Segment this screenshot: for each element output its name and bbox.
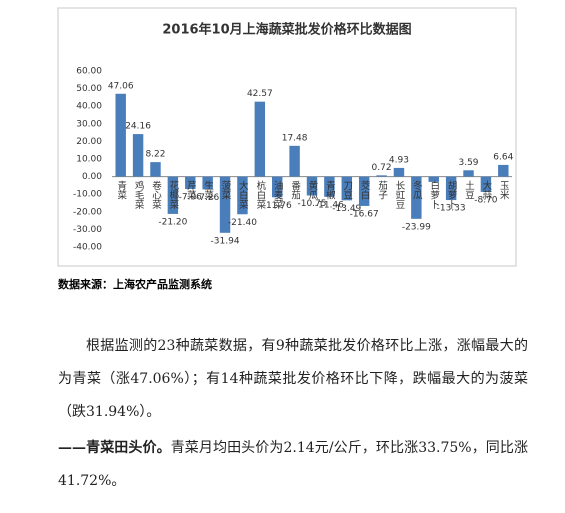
value-label: 3.59 bbox=[458, 158, 478, 168]
bar bbox=[185, 176, 196, 190]
bar bbox=[306, 176, 318, 196]
x-tick-label: 卷心菜 bbox=[150, 180, 162, 210]
x-tick-label: 土豆 bbox=[463, 180, 475, 200]
y-tick-label: 50.00 bbox=[76, 84, 102, 94]
value-label: 6.64 bbox=[493, 152, 513, 162]
value-label: -13.49 bbox=[332, 204, 361, 214]
bar bbox=[341, 176, 352, 201]
x-tick-label: 鸡毛菜 bbox=[133, 180, 145, 210]
x-tick-label: 花椰菜 bbox=[167, 180, 179, 210]
value-label: 47.06 bbox=[108, 81, 134, 91]
x-tick-label: 大蒜 bbox=[480, 180, 492, 200]
y-tick-label: 60.00 bbox=[76, 67, 102, 77]
x-tick-label: 杭白菜 bbox=[254, 180, 266, 210]
x-tick-label: 芹菜 bbox=[185, 181, 197, 201]
x-tick-label: 青菜 bbox=[115, 180, 127, 201]
bar bbox=[324, 176, 335, 197]
bar bbox=[480, 176, 492, 192]
bar bbox=[237, 176, 248, 215]
value-label: 8.22 bbox=[145, 150, 165, 160]
y-tick-label: 0.00 bbox=[82, 172, 102, 182]
bar bbox=[272, 176, 283, 198]
paragraph-heading: ——青菜田头价。 bbox=[58, 440, 171, 456]
paragraph: ——青菜田头价。青菜月均田头价为2.14元/公斤，环比涨33.75%，同比涨41… bbox=[58, 432, 528, 498]
bar bbox=[254, 101, 266, 177]
chart-frame bbox=[57, 7, 517, 267]
bar bbox=[393, 167, 405, 177]
x-tick-label: 菠菜 bbox=[220, 180, 232, 201]
x-tick-label: 青椒 bbox=[324, 180, 336, 201]
value-label: 0.72 bbox=[372, 163, 392, 173]
y-tick-label: 40.00 bbox=[76, 102, 102, 112]
x-tick-label: 胡萝卜 bbox=[446, 180, 458, 209]
value-label: 42.57 bbox=[247, 89, 273, 99]
y-tick-label: -30.00 bbox=[73, 225, 102, 235]
y-tick-label: 20.00 bbox=[76, 137, 102, 147]
x-tick-label: 长豇豆 bbox=[393, 180, 405, 209]
bar bbox=[219, 176, 231, 233]
bar bbox=[411, 176, 422, 219]
bar bbox=[150, 162, 161, 177]
value-label: 24.16 bbox=[125, 122, 151, 132]
x-tick-label: 番茄 bbox=[289, 180, 301, 201]
bar bbox=[428, 176, 439, 182]
chart-title: 2016年10月上海蔬菜批发价格环比数据图 bbox=[162, 22, 411, 38]
bar bbox=[498, 164, 509, 177]
x-tick-label: 黄瓜 bbox=[307, 180, 319, 200]
value-label: -13.33 bbox=[437, 204, 466, 214]
bar bbox=[132, 134, 144, 177]
value-label: -7.26 bbox=[196, 193, 220, 203]
value-label: -23.99 bbox=[402, 222, 431, 232]
value-label: -31.94 bbox=[211, 236, 240, 246]
value-label: -11.46 bbox=[315, 200, 344, 210]
y-tick-label: 30.00 bbox=[76, 119, 102, 129]
x-tick-label: 生菜 bbox=[202, 180, 214, 201]
y-tick-label: 10.00 bbox=[76, 155, 102, 165]
chart: 2016年10月上海蔬菜批发价格环比数据图 -40.00 -30.00 -20.00… bbox=[57, 7, 517, 267]
value-label: -11.76 bbox=[263, 201, 292, 211]
x-tick-label: 冬瓜 bbox=[411, 180, 423, 200]
bar bbox=[289, 145, 300, 177]
x-tick-label: 茄子 bbox=[376, 180, 388, 200]
paragraph: 根据监测的23种蔬菜数据，有9种蔬菜批发价格环比上涨，涨幅最大的为青菜（涨47.… bbox=[58, 338, 528, 420]
x-tick-label: 大白菜 bbox=[237, 180, 249, 210]
bar bbox=[202, 176, 213, 190]
value-label: -7.06 bbox=[179, 193, 203, 203]
bar bbox=[445, 176, 457, 201]
value-label: -21.40 bbox=[228, 218, 257, 228]
value-label: -10.75 bbox=[297, 199, 326, 209]
paragraph-text: 青菜月均田头价为2.14元/公斤，环比涨33.75%，同比涨41.72%。 bbox=[58, 440, 528, 489]
value-label: -21.20 bbox=[158, 217, 187, 227]
value-label: -16.67 bbox=[350, 209, 379, 219]
x-tick-label: 白萝卜 bbox=[428, 180, 440, 209]
x-tick-label: 油麦菜 bbox=[272, 180, 284, 210]
y-tick-label: -40.00 bbox=[73, 243, 102, 253]
x-tick-label: 茭白 bbox=[359, 181, 371, 200]
source-note: 数据来源：上海农产品监测系统 bbox=[58, 278, 212, 291]
x-tick-label: 刀豆 bbox=[341, 181, 353, 200]
value-label: 4.93 bbox=[389, 155, 409, 165]
bar bbox=[463, 170, 474, 177]
y-tick-label: -10.00 bbox=[73, 190, 102, 200]
x-tick-label: 玉米 bbox=[498, 181, 510, 201]
value-label: 17.48 bbox=[282, 133, 308, 143]
y-tick-label: -20.00 bbox=[73, 207, 102, 217]
value-label: -8.70 bbox=[474, 195, 498, 205]
bar bbox=[376, 175, 387, 177]
bar bbox=[115, 93, 126, 177]
bar bbox=[167, 176, 179, 214]
bar bbox=[358, 176, 370, 206]
